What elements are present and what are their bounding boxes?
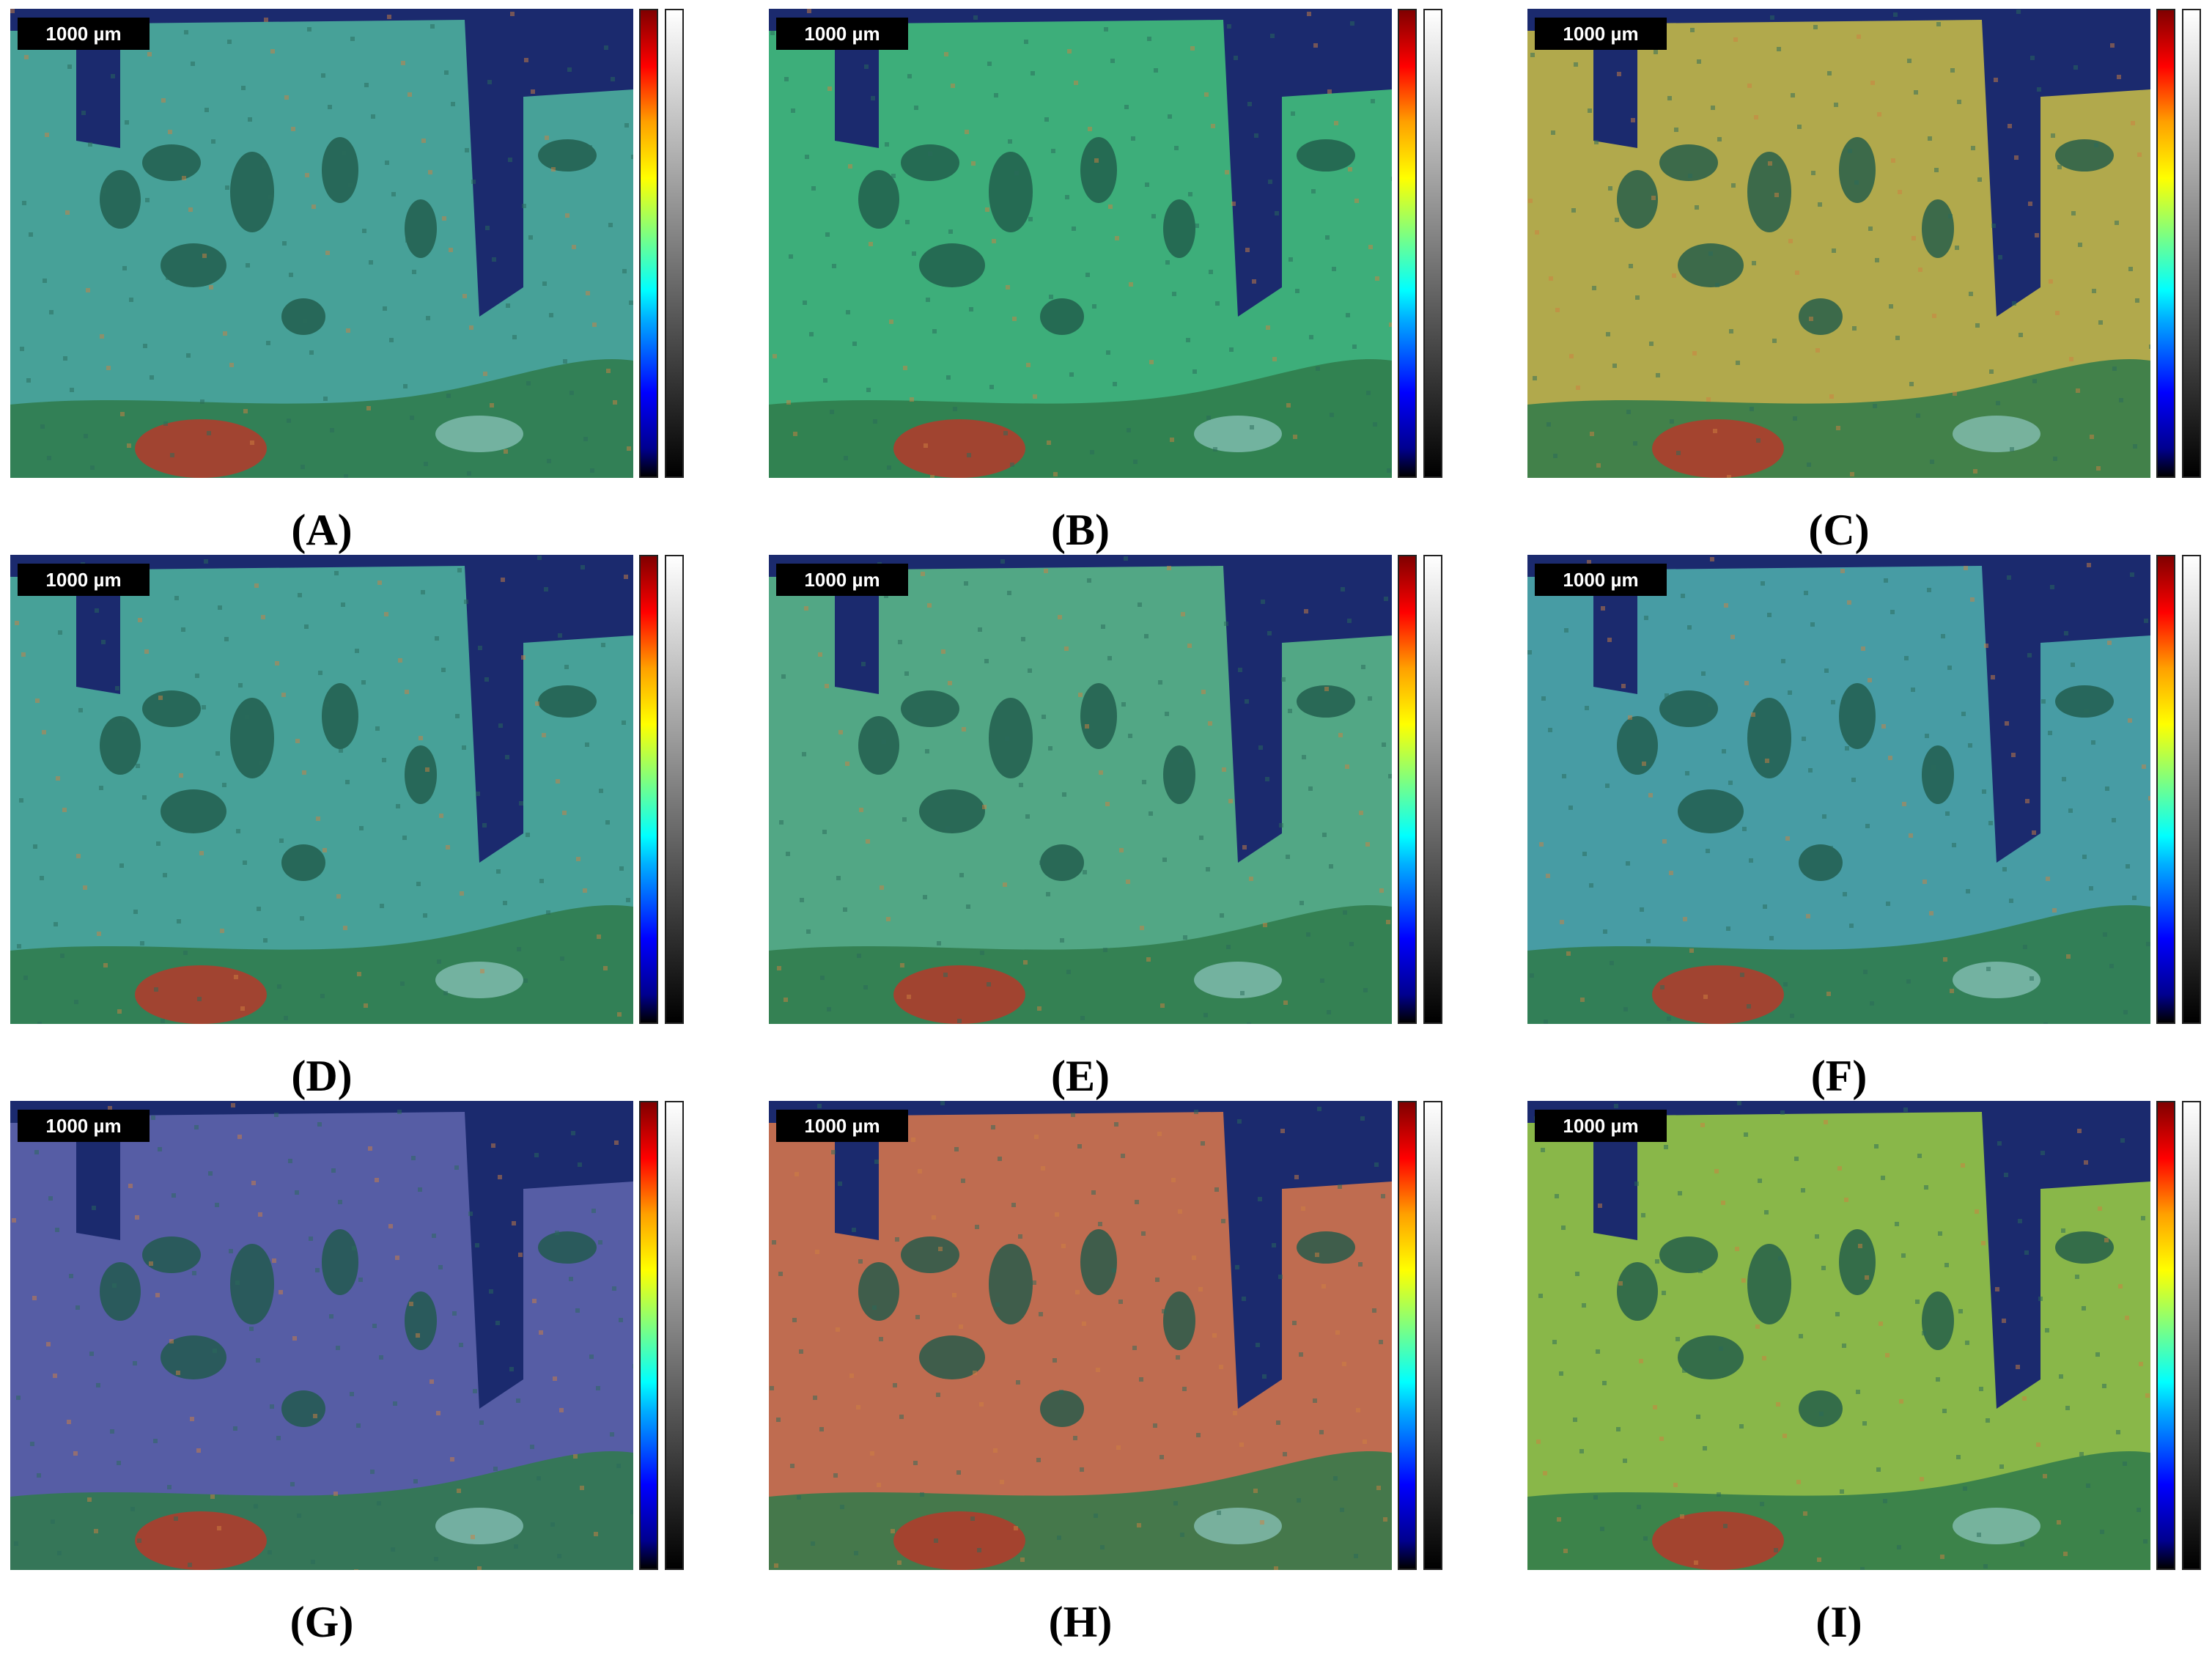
map-image [10, 9, 633, 478]
map-image [10, 555, 633, 1024]
panel-caption: (D) [291, 1052, 353, 1100]
tissue-map-drawing [10, 1101, 633, 1570]
scale-bar: 1000 µm [1535, 1110, 1667, 1142]
scale-bar: 1000 µm [776, 18, 908, 50]
gray-colorbar [665, 9, 684, 478]
jet-colorbar [639, 9, 658, 478]
tissue-map-drawing [769, 555, 1392, 1024]
map-image [1527, 1101, 2150, 1570]
scale-bar: 1000 µm [776, 564, 908, 596]
jet-colorbar [1398, 9, 1417, 478]
map-image [769, 1101, 1392, 1570]
scale-bar: 1000 µm [18, 564, 150, 596]
scale-bar: 1000 µm [1535, 18, 1667, 50]
tissue-map-drawing [1527, 9, 2150, 478]
gray-colorbar [2182, 555, 2201, 1024]
panel-caption: (H) [1048, 1598, 1113, 1646]
tissue-map-drawing [769, 9, 1392, 478]
jet-colorbar [1398, 555, 1417, 1024]
gray-colorbar [665, 1101, 684, 1570]
gray-colorbar [1423, 1101, 1442, 1570]
gray-colorbar [665, 555, 684, 1024]
panel-caption: (G) [290, 1598, 354, 1646]
panel-caption: (F) [1810, 1052, 1868, 1100]
jet-colorbar [1398, 1101, 1417, 1570]
panel-caption: (E) [1051, 1052, 1110, 1100]
gray-colorbar [1423, 9, 1442, 478]
map-image [10, 1101, 633, 1570]
gray-colorbar [2182, 9, 2201, 478]
jet-colorbar [639, 1101, 658, 1570]
scale-bar: 1000 µm [18, 18, 150, 50]
tissue-map-drawing [769, 1101, 1392, 1570]
jet-colorbar [2156, 9, 2175, 478]
tissue-map-drawing [1527, 555, 2150, 1024]
tissue-map-drawing [10, 555, 633, 1024]
map-image [769, 555, 1392, 1024]
gray-colorbar [1423, 555, 1442, 1024]
gray-colorbar [2182, 1101, 2201, 1570]
scale-bar: 1000 µm [776, 1110, 908, 1142]
panel-caption: (B) [1051, 506, 1110, 554]
tissue-map-drawing [10, 9, 633, 478]
map-image [1527, 9, 2150, 478]
jet-colorbar [2156, 1101, 2175, 1570]
jet-colorbar [2156, 555, 2175, 1024]
map-image [769, 9, 1392, 478]
scale-bar: 1000 µm [18, 1110, 150, 1142]
tissue-map-drawing [1527, 1101, 2150, 1570]
map-image [1527, 555, 2150, 1024]
panel-caption: (C) [1808, 506, 1870, 554]
scale-bar: 1000 µm [1535, 564, 1667, 596]
panel-caption: (I) [1815, 1598, 1862, 1646]
jet-colorbar [639, 555, 658, 1024]
panel-caption: (A) [291, 506, 353, 554]
